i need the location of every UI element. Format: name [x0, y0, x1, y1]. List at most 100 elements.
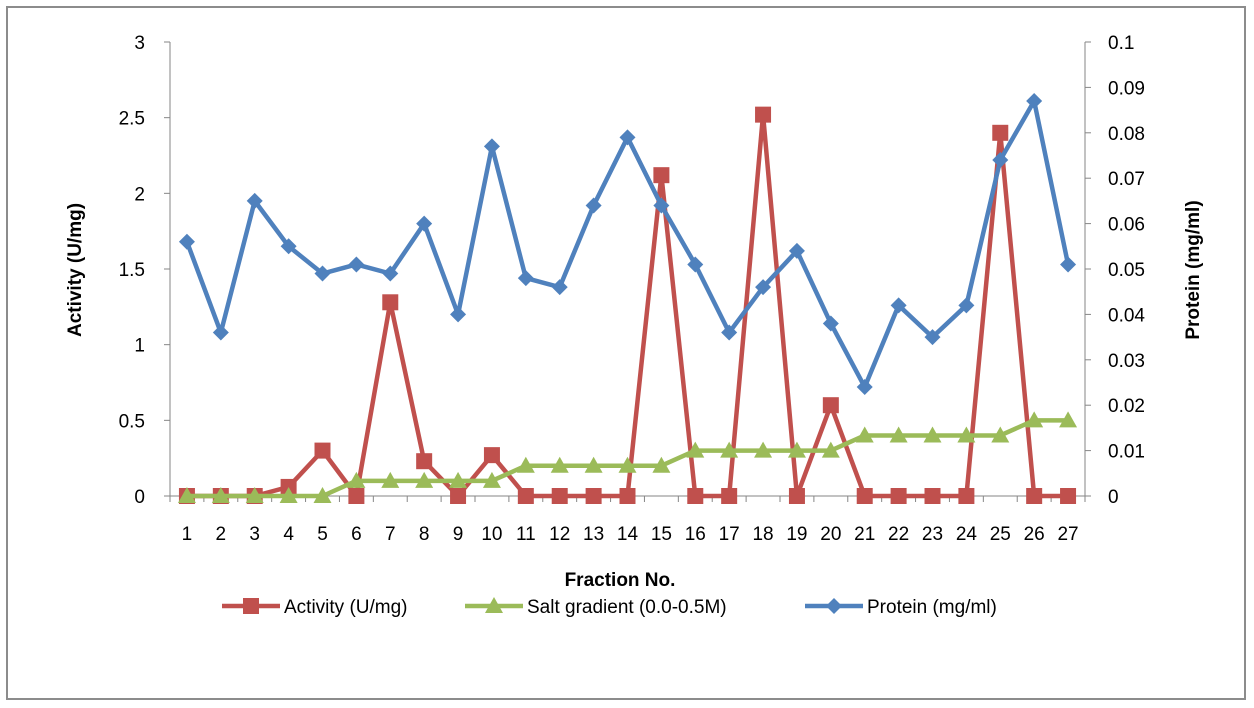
data-point — [855, 426, 874, 443]
data-point — [517, 488, 534, 504]
x-tick-label: 11 — [516, 524, 536, 545]
data-point — [1025, 411, 1044, 428]
x-tick-label: 16 — [685, 524, 706, 545]
data-point — [483, 447, 500, 464]
data-point — [1060, 488, 1077, 504]
data-point — [314, 442, 331, 459]
x-tick-label: 26 — [1024, 524, 1045, 545]
x-tick-label: 12 — [549, 524, 570, 545]
data-point — [619, 488, 636, 504]
data-point — [517, 270, 534, 287]
x-tick-label: 25 — [990, 524, 1011, 545]
x-tick-label: 8 — [419, 524, 430, 545]
x-tick-label: 17 — [719, 524, 740, 545]
x-tick-label: 3 — [249, 524, 260, 545]
series-layer — [177, 93, 1078, 504]
right-tick-label: 0.06 — [1108, 215, 1145, 236]
data-point — [923, 426, 942, 443]
left-axis-ticks: 0 0.5 1 1.5 2 2.5 3 — [119, 33, 170, 508]
left-tick-label: 2 — [134, 184, 145, 205]
data-point — [822, 315, 839, 332]
right-tick-label: 0.07 — [1108, 169, 1145, 190]
x-tick-label: 20 — [820, 524, 841, 545]
data-point — [416, 453, 433, 470]
data-point — [482, 471, 501, 488]
data-point — [585, 197, 602, 214]
data-point — [416, 215, 433, 232]
data-point — [754, 441, 773, 458]
data-point — [551, 488, 568, 504]
data-point — [958, 488, 975, 504]
data-point — [178, 233, 195, 250]
data-point — [245, 487, 264, 503]
data-point — [280, 478, 297, 495]
data-point — [619, 129, 636, 146]
left-tick-label: 1 — [134, 336, 145, 357]
data-point — [890, 488, 907, 504]
data-point — [313, 487, 332, 503]
x-tick-label: 1 — [182, 524, 193, 545]
data-point — [516, 456, 535, 473]
data-point — [755, 106, 772, 123]
data-point — [721, 324, 738, 341]
data-point — [720, 441, 739, 458]
data-point — [1026, 93, 1043, 110]
x-tick-label: 7 — [385, 524, 396, 545]
data-point — [246, 192, 263, 209]
x-tick-label: 14 — [617, 524, 639, 545]
data-point — [314, 265, 331, 282]
legend-item: Protein (mg/ml) — [805, 597, 997, 618]
data-point — [721, 488, 738, 504]
data-point — [483, 138, 500, 155]
right-tick-label: 0.01 — [1108, 442, 1145, 463]
legend-swatch-marker — [243, 598, 259, 614]
data-point — [924, 329, 941, 346]
data-point — [686, 441, 705, 458]
x-tick-label: 15 — [651, 524, 672, 545]
data-point — [890, 297, 907, 314]
x-tick-label: 5 — [317, 524, 328, 545]
data-point — [957, 426, 976, 443]
x-tick-label: 27 — [1057, 524, 1078, 545]
data-point — [450, 488, 467, 504]
series-2 — [178, 93, 1077, 396]
data-point — [382, 265, 399, 282]
x-tick-label: 9 — [453, 524, 464, 545]
data-point — [450, 306, 467, 323]
legend-item: Salt gradient (0.0-0.5M) — [465, 597, 727, 618]
x-tick-label: 22 — [888, 524, 909, 545]
data-point — [788, 242, 805, 259]
x-tick-label: 21 — [854, 524, 875, 545]
data-point — [755, 279, 772, 296]
series-1 — [177, 411, 1078, 503]
x-tick-label: 13 — [583, 524, 604, 545]
x-axis-ticks: 1 2 3 4 5 6 7 8 9 10 11 12 13 14 15 16 17 18 19 20 21 22 23 24 2… — [169, 496, 1086, 545]
data-point — [348, 256, 365, 273]
x-tick-label: 19 — [786, 524, 807, 545]
right-axis-ticks: 0 0.01 0.02 0.03 0.04 0.05 0.06 0.07 0.08 0.09 0.1 — [1085, 33, 1145, 508]
legend: Activity (U/mg) Salt gradient (0.0-0.5M) P… — [222, 597, 997, 618]
right-tick-label: 0.03 — [1108, 351, 1145, 372]
data-point — [991, 426, 1010, 443]
right-tick-label: 0.05 — [1108, 260, 1145, 281]
x-axis-title: Fraction No. — [565, 570, 676, 591]
axes — [169, 42, 1086, 497]
data-point — [653, 167, 670, 184]
x-tick-label: 2 — [216, 524, 227, 545]
left-tick-label: 1.5 — [119, 260, 145, 281]
data-point — [177, 487, 196, 503]
left-tick-label: 0 — [134, 487, 145, 508]
legend-label: Protein (mg/ml) — [867, 597, 997, 618]
data-point — [382, 294, 399, 311]
data-point — [958, 297, 975, 314]
data-point — [550, 456, 569, 473]
right-tick-label: 0.1 — [1108, 33, 1134, 54]
data-point — [889, 426, 908, 443]
data-point — [788, 488, 805, 504]
data-point — [687, 256, 704, 273]
data-point — [381, 471, 400, 488]
data-point — [1060, 256, 1077, 273]
legend-label: Salt gradient (0.0-0.5M) — [527, 597, 727, 618]
data-point — [787, 441, 806, 458]
